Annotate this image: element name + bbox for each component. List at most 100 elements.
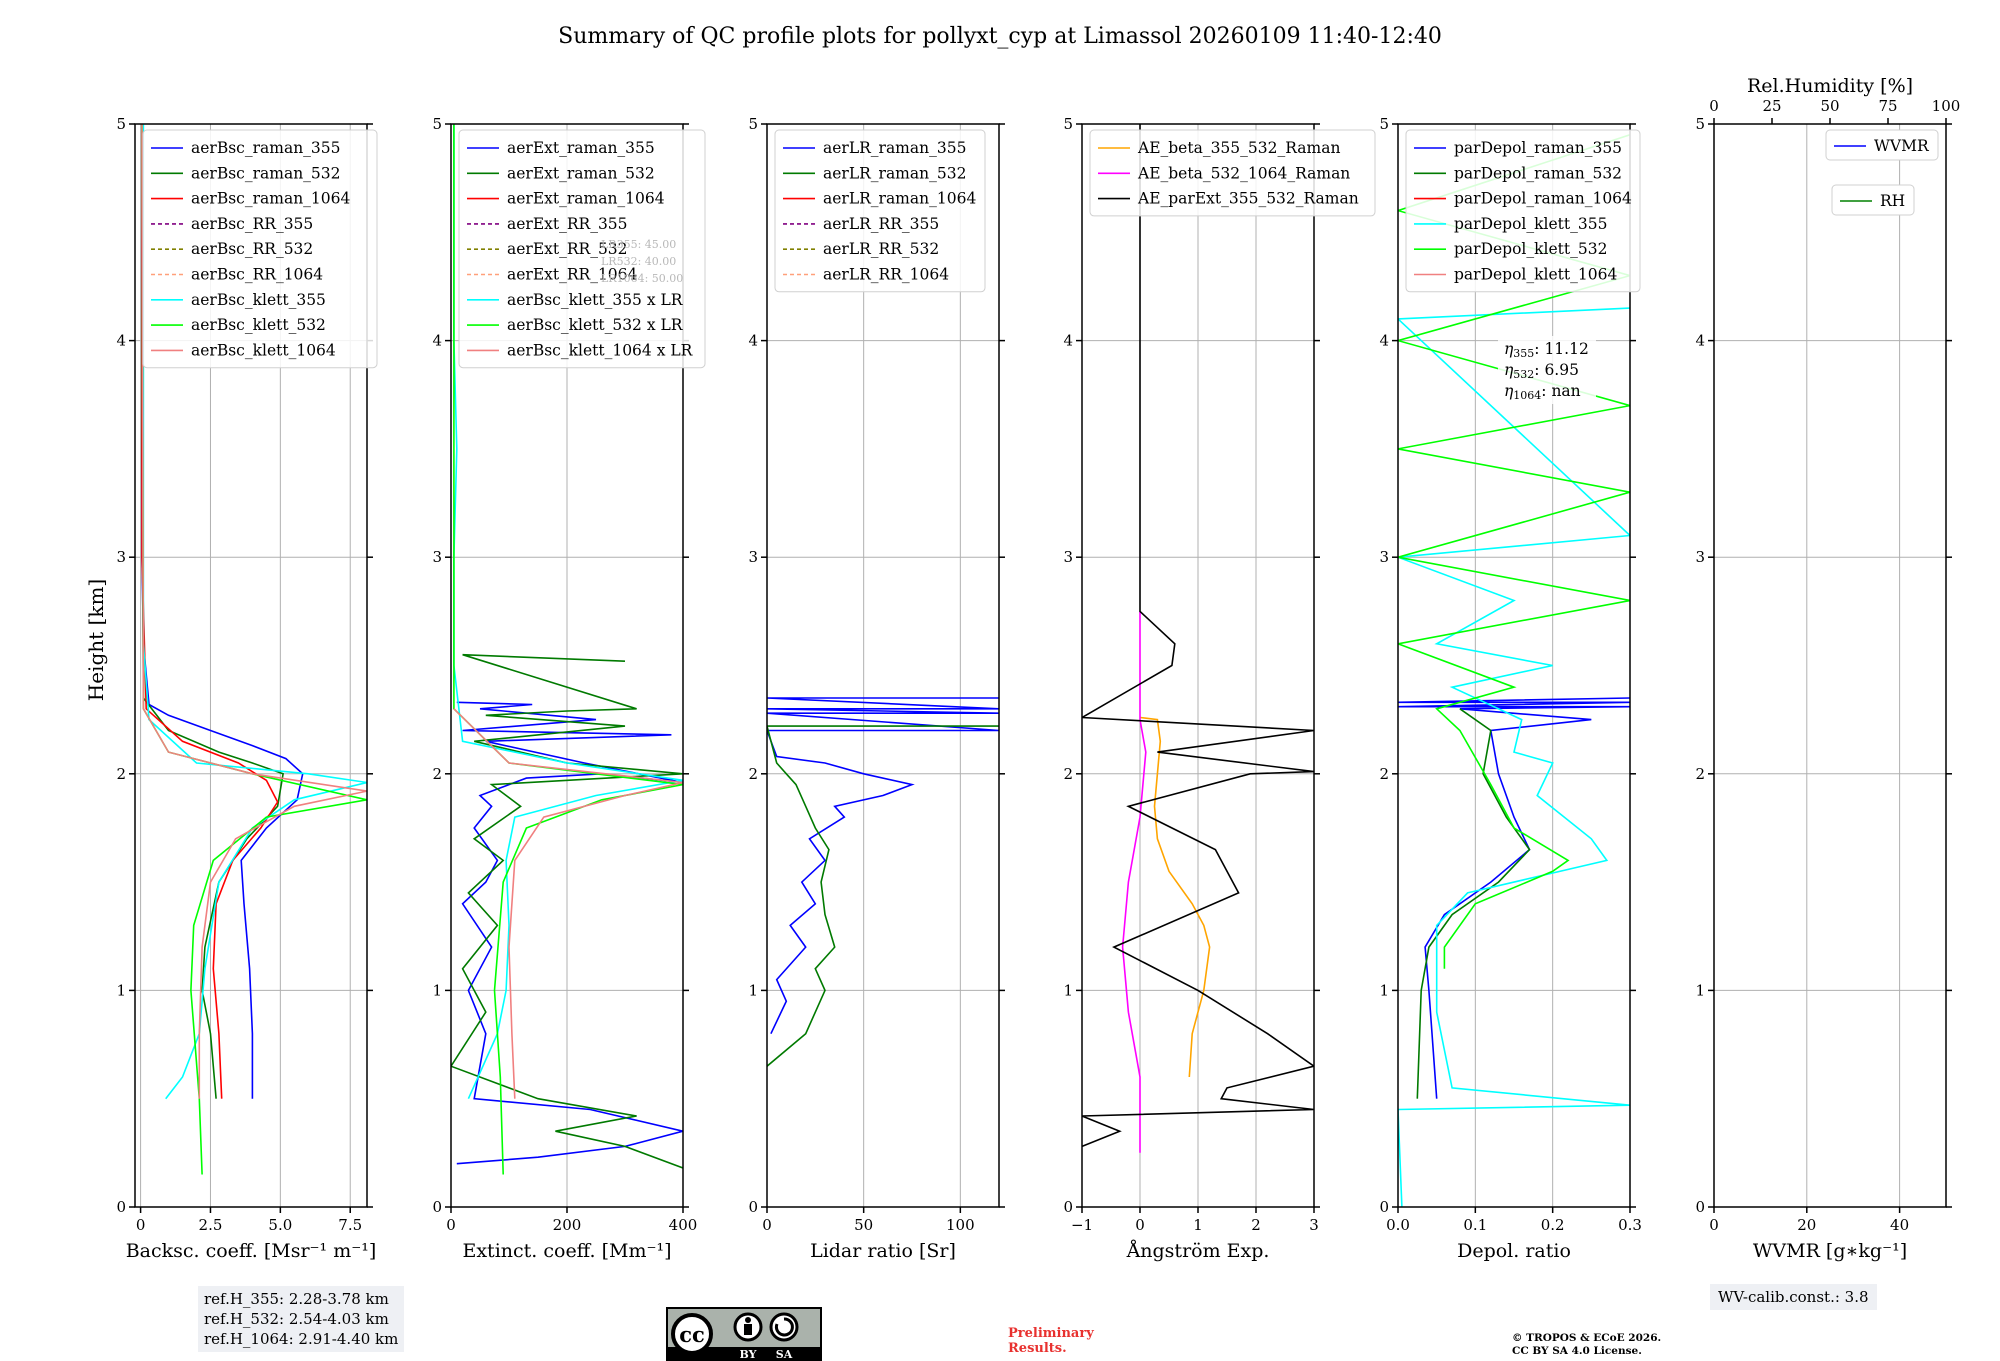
copyright-note: © TROPOS & ECoE 2026. CC BY SA 4.0 Licen… [1512,1332,1661,1358]
eta-subscript: 1064 [1513,389,1541,402]
ref-heights-box: ref.H_355: 2.28-3.78 km ref.H_532: 2.54-… [198,1286,405,1352]
x-axis-label: Ångström Exp. [1126,1240,1270,1262]
legend-entry: aerBsc_RR_355 [191,215,313,233]
x-axis-label: Backsc. coeff. [Msr⁻¹ m⁻¹] [126,1240,377,1262]
y-axis-label: Height [km] [84,579,108,701]
legend-entry: aerBsc_RR_1064 [191,266,323,284]
x-tick-label: 50 [854,1216,873,1234]
legend-entry: parDepol_raman_355 [1454,139,1622,157]
eta-symbol: η [1504,340,1514,358]
x-tick-label: 3 [1309,1216,1319,1234]
legend-entry: aerExt_RR_355 [507,215,628,233]
legend-entry: aerBsc_klett_355 x LR [507,291,684,309]
series-aerLR_raman_355 [767,697,999,1035]
legend-entry: aerLR_RR_532 [823,240,939,258]
legend-entry: WVMR [1874,137,1930,155]
axes-frame [766,123,1000,1208]
legend-entry: RH [1880,192,1905,210]
legend-entry: aerLR_RR_1064 [823,266,949,284]
top-x-tick-label: 100 [1932,97,1961,115]
y-tick-label: 1 [748,981,758,999]
eta-symbol: η [1504,382,1514,400]
legend-box [1405,129,1641,293]
y-tick-label: 1 [1063,981,1073,999]
x-tick-label: 200 [553,1216,582,1234]
series-aerBsc_klett_355 x LR [453,124,683,1100]
legend-entry: parDepol_klett_355 [1454,215,1607,233]
lr-note: LR355: 45.00 [601,238,676,251]
y-tick-label: 0 [116,1198,126,1216]
y-tick-label: 1 [432,981,442,999]
x-tick-label: 20 [1797,1216,1816,1234]
series-aerExt_raman_532 [451,653,683,1169]
x-tick-label: 0 [136,1216,146,1234]
preliminary-note: Preliminary Results. [1008,1326,1094,1356]
legend-entry: AE_beta_355_532_Raman [1137,139,1340,157]
x-tick-label: 0 [446,1216,456,1234]
legend-entry: aerBsc_RR_532 [191,240,313,258]
y-tick-label: 0 [748,1198,758,1216]
y-tick-label: 2 [1379,765,1389,783]
y-tick-label: 5 [1063,115,1073,133]
y-tick-label: 2 [432,765,442,783]
legend-entry: aerLR_raman_1064 [823,190,976,208]
series-AE_parExt_355_532_Raman [1082,124,1314,1148]
x-axis-label: WVMR [g∗kg⁻¹] [1753,1240,1907,1262]
legend-entry: aerLR_raman_532 [823,164,966,182]
y-tick-label: 5 [432,115,442,133]
legend-box [1089,129,1376,217]
x-tick-label: 0 [1709,1216,1719,1234]
ref-height-355: ref.H_355: 2.28-3.78 km [204,1290,389,1308]
eta-value: : 11.12 [1534,340,1589,358]
x-tick-label: 0 [762,1216,772,1234]
eta-box [1498,336,1596,404]
y-tick-label: 5 [748,115,758,133]
top-x-tick-label: 50 [1820,97,1839,115]
legend-entry: aerBsc_raman_1064 [191,190,351,208]
x-tick-label: 0.1 [1463,1216,1487,1234]
y-tick-label: 2 [1063,765,1073,783]
x-axis-label: Extinct. coeff. [Mm⁻¹] [462,1240,671,1262]
legend-box-wvmr [1825,129,1939,161]
series-aerLR_raman_532 [767,725,999,1067]
legend-entry: parDepol_klett_532 [1454,240,1607,258]
legend-entry: aerExt_RR_1064 [507,266,638,284]
series-aerExt_raman_355 [456,701,683,1165]
series-group [767,697,999,1067]
cc-by-label: BY [740,1348,757,1361]
x-tick-label: 400 [669,1216,698,1234]
series-group [451,124,683,1175]
wv-calib-box: WV-calib.const.: 3.8 [1710,1284,1877,1310]
legend-entry: AE_parExt_355_532_Raman [1137,190,1359,208]
x-tick-label: 1 [1193,1216,1203,1234]
legend-box [458,129,706,369]
eta-subscript: 532 [1513,368,1534,381]
cc-icon [671,1313,713,1355]
ref-height-1064: ref.H_1064: 2.91-4.40 km [204,1330,399,1348]
x-axis-label: Lidar ratio [Sr] [810,1240,956,1262]
preliminary-line-2: Results. [1008,1341,1067,1356]
legend-entry: aerLR_raman_355 [823,139,966,157]
y-tick-label: 3 [748,548,758,566]
y-tick-label: 4 [116,332,126,350]
y-tick-label: 3 [1063,548,1073,566]
series-parDepol_raman_355 [1398,697,1630,1099]
panel-bsc: 0 1 2 3 4 5 0 2.5 5.0 7.5 Backsc. coeff. [Msr⁻¹ m⁻… [116,115,378,1262]
x-tick-label: 40 [1890,1216,1909,1234]
x-tick-label: 5.0 [268,1216,292,1234]
y-tick-label: 2 [1695,765,1705,783]
series-aerBsc_klett_1064 [141,124,367,1099]
legend-entry: parDepol_klett_1064 [1454,266,1617,284]
series-group [1082,124,1314,1153]
eta-subscript: 355 [1513,347,1534,360]
y-tick-label: 5 [1695,115,1705,133]
x-tick-label: 2.5 [199,1216,223,1234]
x-tick-label: 100 [946,1216,975,1234]
top-x-tick-label: 25 [1762,97,1781,115]
y-tick-label: 5 [1379,115,1389,133]
series-aerBsc_raman_1064 [141,124,279,1099]
axes-frame [1397,123,1631,1208]
legend-entry: parDepol_raman_1064 [1454,190,1632,208]
